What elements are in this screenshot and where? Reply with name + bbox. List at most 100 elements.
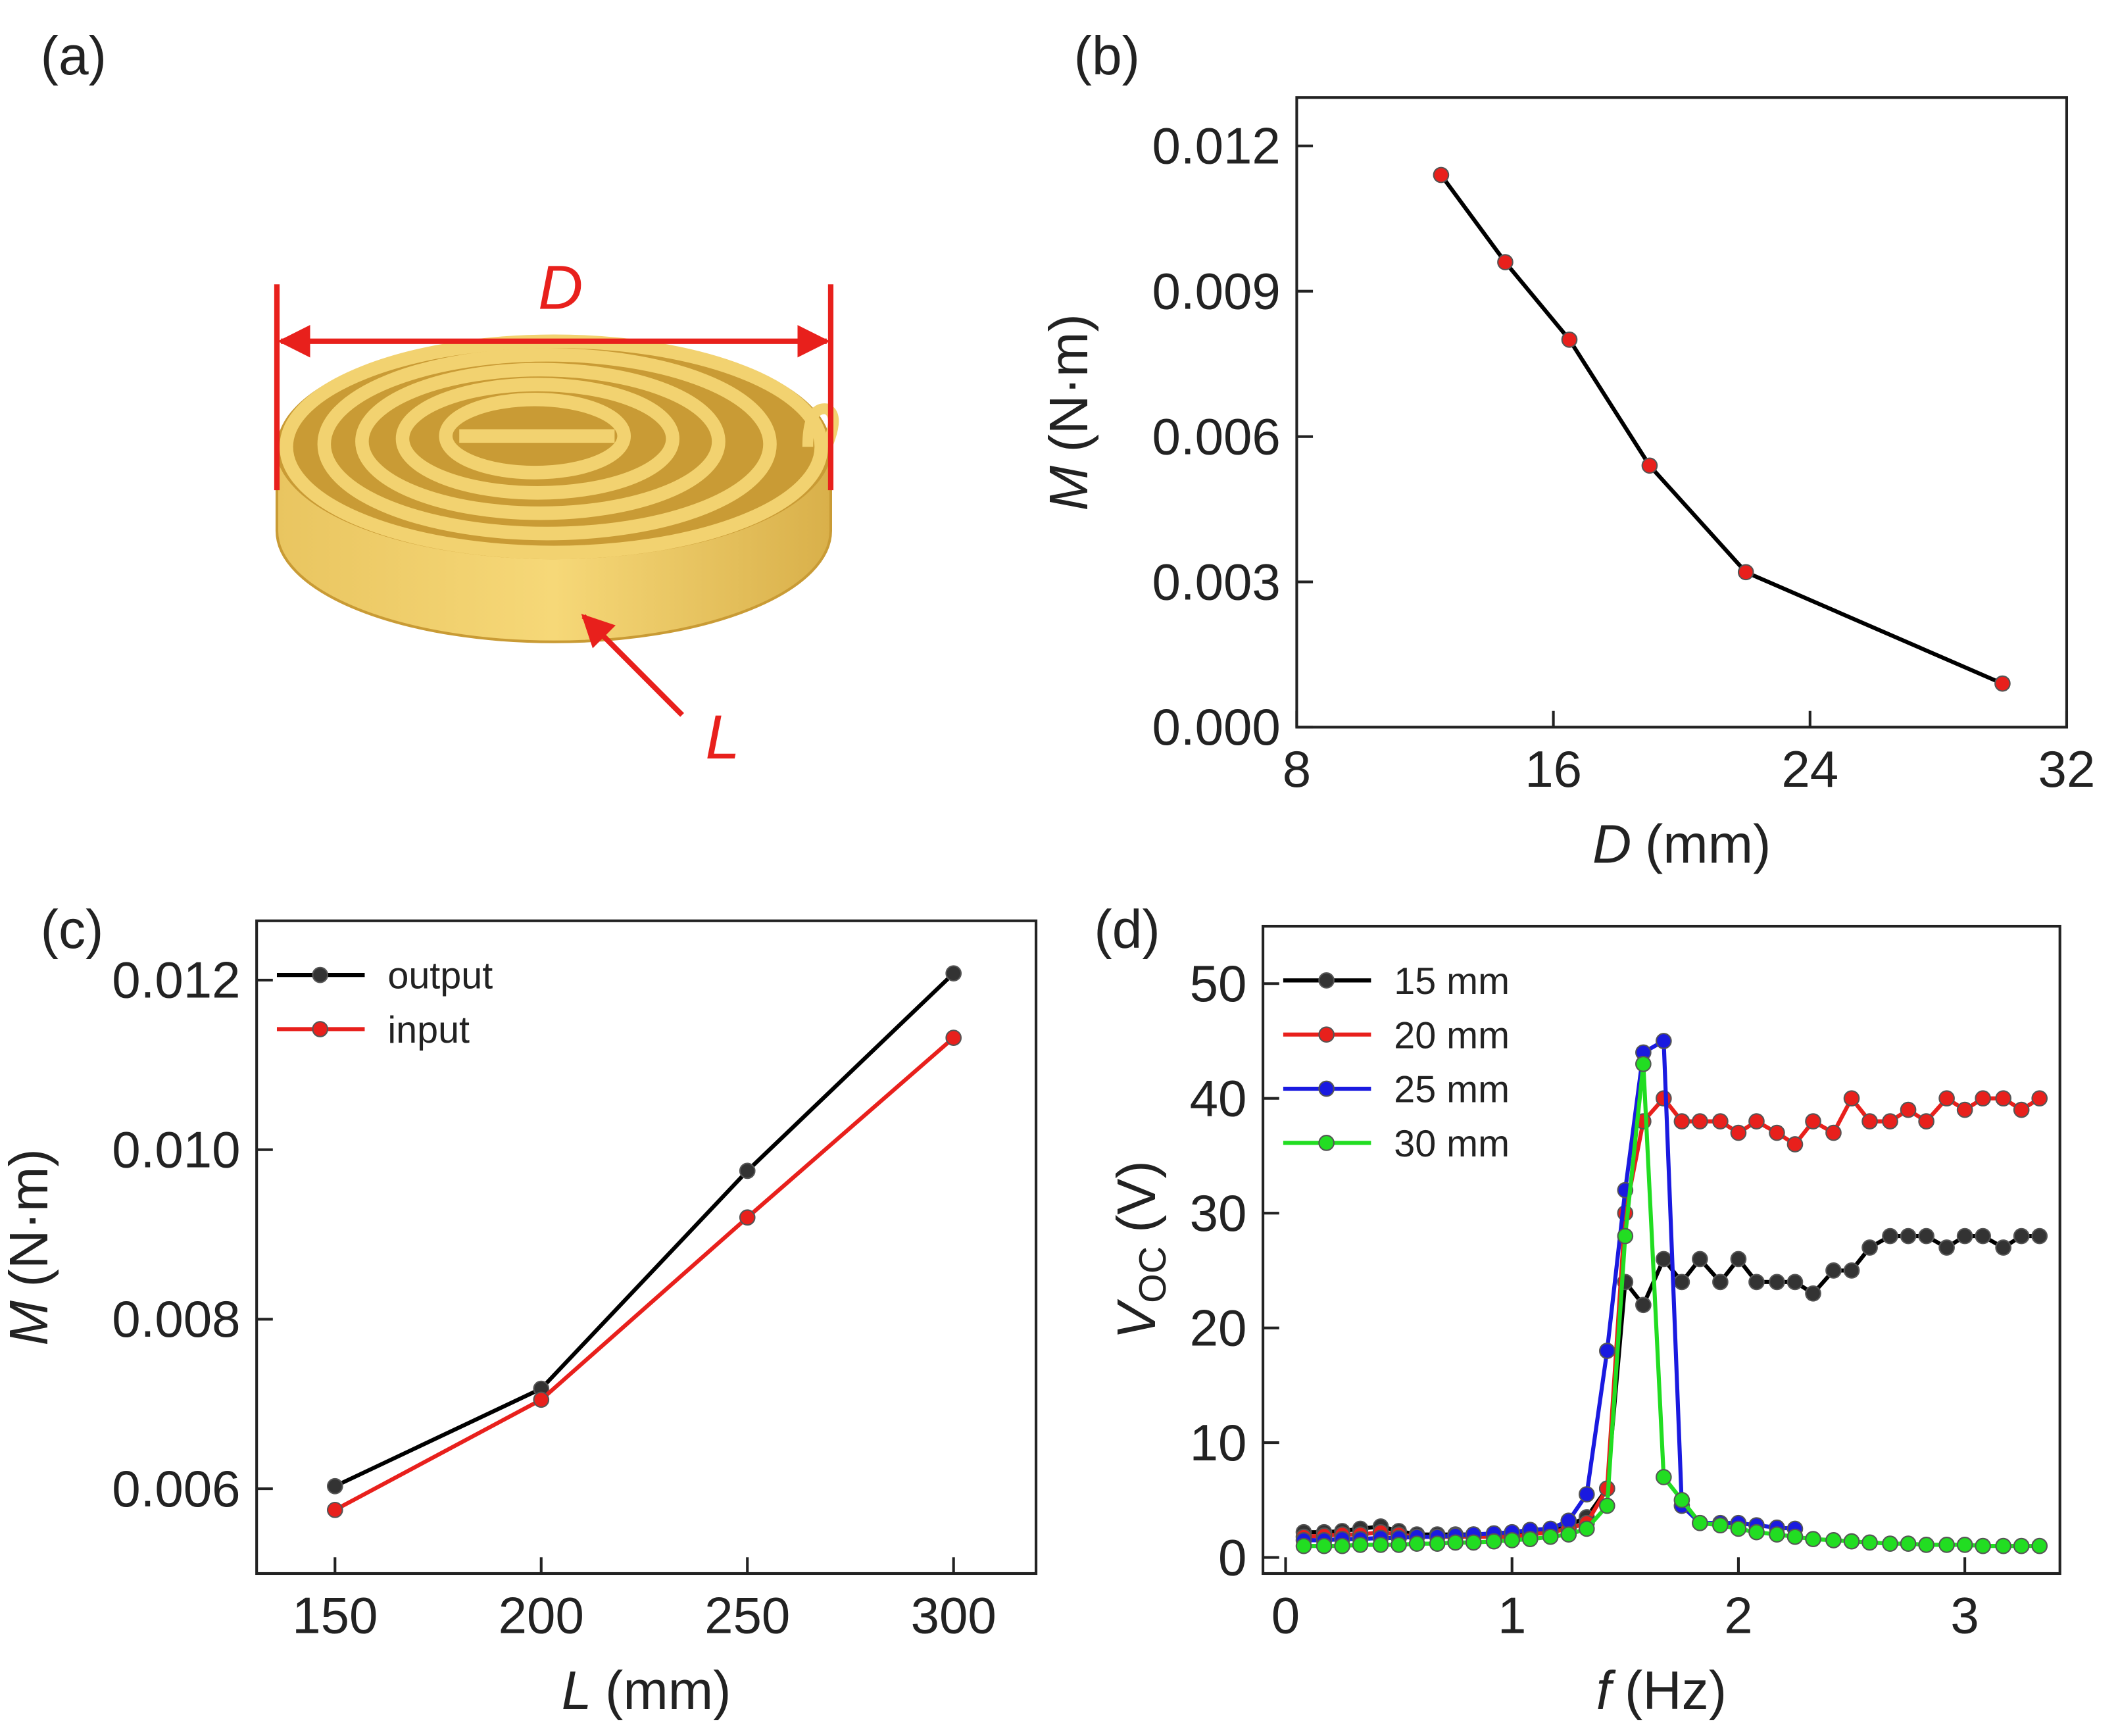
x-tick-label: 200 xyxy=(499,1586,584,1644)
data-point xyxy=(1578,1520,1595,1537)
data-point xyxy=(1673,1491,1690,1508)
y-tick-label: 0.010 xyxy=(112,1120,240,1178)
y-tick-label: 0 xyxy=(1218,1528,1246,1586)
data-point xyxy=(1995,1239,2011,1256)
axis-unit: (mm) xyxy=(605,1661,731,1721)
data-point xyxy=(1730,1251,1747,1268)
dimension-label: D xyxy=(538,253,583,322)
x-tick-label: 300 xyxy=(911,1586,997,1644)
data-point xyxy=(1748,1274,1765,1291)
data-point xyxy=(1918,1113,1934,1129)
data-point xyxy=(1994,675,2011,692)
data-point xyxy=(1843,1090,1860,1107)
data-point xyxy=(1938,1537,1955,1553)
data-point xyxy=(1769,1274,1785,1291)
data-point xyxy=(1975,1090,1991,1107)
x-axis-label: L (mm) xyxy=(562,1661,731,1721)
y-tick-label: 20 xyxy=(1190,1299,1247,1356)
data-point xyxy=(1656,1251,1672,1268)
data-point xyxy=(533,1391,550,1408)
x-tick-label: 24 xyxy=(1781,740,1838,798)
data-point xyxy=(2013,1228,2030,1245)
data-point xyxy=(1673,1274,1690,1291)
axis-symbol: f xyxy=(1596,1661,1616,1721)
data-point xyxy=(1805,1113,1821,1129)
data-point xyxy=(1769,1124,1785,1141)
data-point xyxy=(1497,254,1514,270)
data-point xyxy=(1748,1524,1765,1541)
y-tick-label: 0.006 xyxy=(112,1460,240,1518)
data-point xyxy=(739,1209,756,1226)
panel-label: (c) xyxy=(41,900,104,960)
data-point xyxy=(1956,1537,1973,1553)
plot-frame xyxy=(1295,96,2069,729)
data-point xyxy=(1786,1274,1804,1291)
data-point xyxy=(1882,1228,1898,1245)
data-point xyxy=(1730,1124,1747,1141)
legend-marker xyxy=(1318,1080,1335,1097)
data-point xyxy=(739,1162,756,1179)
panel-label: (b) xyxy=(1074,26,1140,86)
y-tick-label: 0.008 xyxy=(112,1290,240,1348)
x-tick-label: 2 xyxy=(1724,1586,1752,1644)
x-axis-label: D (mm) xyxy=(1592,814,1771,874)
series-line xyxy=(1439,174,2004,685)
y-axis-label: M (N·m) xyxy=(1039,314,1099,510)
data-point xyxy=(1692,1514,1708,1531)
y-tick-label: 0.012 xyxy=(1152,117,1281,175)
data-point xyxy=(1433,166,1450,184)
x-tick-label: 3 xyxy=(1950,1586,1979,1644)
data-point xyxy=(1900,1228,1917,1245)
data-point xyxy=(2031,1090,2048,1107)
data-point xyxy=(2013,1101,2030,1118)
data-point xyxy=(1635,1297,1652,1314)
x-tick-label: 16 xyxy=(1525,740,1582,798)
data-point xyxy=(1561,332,1578,348)
data-point xyxy=(1975,1537,1991,1554)
legend-label: 25 mm xyxy=(1394,1069,1510,1111)
data-point xyxy=(1635,1056,1652,1072)
data-point xyxy=(1995,1537,2011,1554)
data-point xyxy=(1843,1262,1860,1279)
data-point xyxy=(1542,1528,1559,1545)
data-point xyxy=(1521,1531,1539,1547)
series-line xyxy=(333,1036,955,1512)
plot-frame xyxy=(1262,924,2061,1575)
y-tick-label: 0.009 xyxy=(1152,262,1281,320)
legend-marker xyxy=(1318,1135,1335,1151)
data-point xyxy=(2031,1537,2048,1554)
y-tick-label: 0.003 xyxy=(1152,553,1281,610)
y-axis-label: VOC (V) xyxy=(1107,1160,1174,1339)
data-point xyxy=(1641,457,1658,474)
data-point xyxy=(326,1501,343,1518)
axis-symbol: V xyxy=(1107,1299,1167,1339)
y-tick-label: 50 xyxy=(1190,955,1247,1012)
data-point xyxy=(1882,1535,1898,1552)
x-tick-label: 1 xyxy=(1498,1586,1526,1644)
axis-subscript: OC xyxy=(1132,1246,1174,1302)
panel-label: (a) xyxy=(41,26,107,86)
series-line xyxy=(333,972,955,1489)
x-tick-label: 0 xyxy=(1271,1586,1300,1644)
data-point xyxy=(1938,1239,1955,1256)
data-point xyxy=(1786,1528,1804,1545)
data-point xyxy=(1598,1497,1615,1514)
data-point xyxy=(1692,1113,1708,1129)
data-point xyxy=(1737,564,1754,581)
data-point xyxy=(1391,1537,1407,1553)
data-point xyxy=(1316,1537,1333,1554)
data-point xyxy=(1352,1537,1369,1553)
axis-unit: (Hz) xyxy=(1625,1661,1727,1721)
data-point xyxy=(1465,1534,1482,1551)
axis-symbol: M xyxy=(0,1301,59,1346)
data-point xyxy=(1786,1136,1804,1153)
data-point xyxy=(1975,1228,1991,1245)
x-tick-label: 32 xyxy=(2038,740,2096,798)
data-point xyxy=(2031,1228,2048,1245)
data-point xyxy=(1712,1113,1729,1129)
data-point xyxy=(945,1029,962,1046)
data-point xyxy=(1372,1537,1389,1553)
axis-symbol: D xyxy=(1592,814,1631,874)
